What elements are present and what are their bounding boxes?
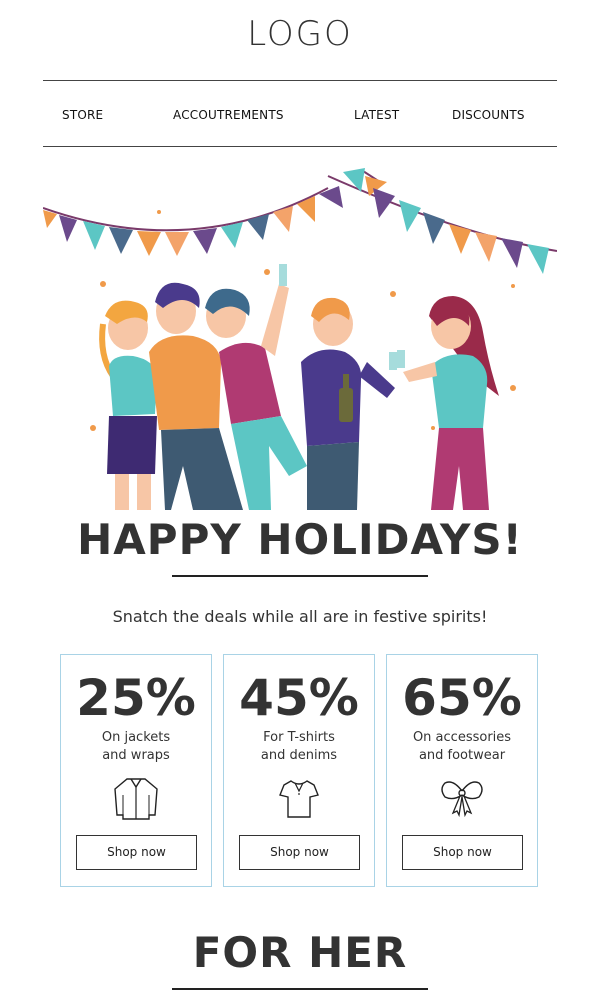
offer-percent: 25% xyxy=(76,669,196,727)
offer-percent: 45% xyxy=(239,669,359,727)
section-underline xyxy=(172,988,428,990)
offer-card-accessories: 65% On accessories and footwear Shop now xyxy=(386,654,538,887)
offer-description: On accessories and footwear xyxy=(412,730,512,763)
offer-description: On jackets and wraps xyxy=(101,730,171,763)
nav-item-accoutrements[interactable]: ACCOUTREMENTS xyxy=(173,108,284,122)
main-nav: STORE ACCOUTREMENTS LATEST DISCOUNTS xyxy=(0,108,600,128)
offer-card-tshirts: 45% For T-shirts and denims Shop now xyxy=(223,654,375,887)
bow-icon xyxy=(441,781,483,818)
headline: HAPPY HOLIDAYS! xyxy=(77,515,523,564)
subtitle: Snatch the deals while all are in festiv… xyxy=(112,607,488,626)
logo[interactable]: LOGO xyxy=(247,14,353,54)
nav-item-latest[interactable]: LATEST xyxy=(354,108,400,122)
offer-card-jackets: 25% On jackets and wraps Shop now xyxy=(60,654,212,887)
header-divider-bottom xyxy=(43,146,557,147)
shop-now-button[interactable]: Shop now xyxy=(402,835,523,870)
hero-illustration xyxy=(43,166,557,510)
shop-now-button[interactable]: Shop now xyxy=(76,835,197,870)
tshirt-icon xyxy=(279,780,319,818)
offer-description: For T-shirts and denims xyxy=(260,730,338,763)
header-divider-top xyxy=(43,80,557,81)
headline-underline xyxy=(172,575,428,577)
section-title-for-her: FOR HER xyxy=(192,928,408,977)
nav-item-store[interactable]: STORE xyxy=(62,108,104,122)
nav-item-discounts[interactable]: DISCOUNTS xyxy=(452,108,525,122)
jacket-icon xyxy=(114,778,158,820)
shop-now-button[interactable]: Shop now xyxy=(239,835,360,870)
offer-percent: 65% xyxy=(402,669,522,727)
